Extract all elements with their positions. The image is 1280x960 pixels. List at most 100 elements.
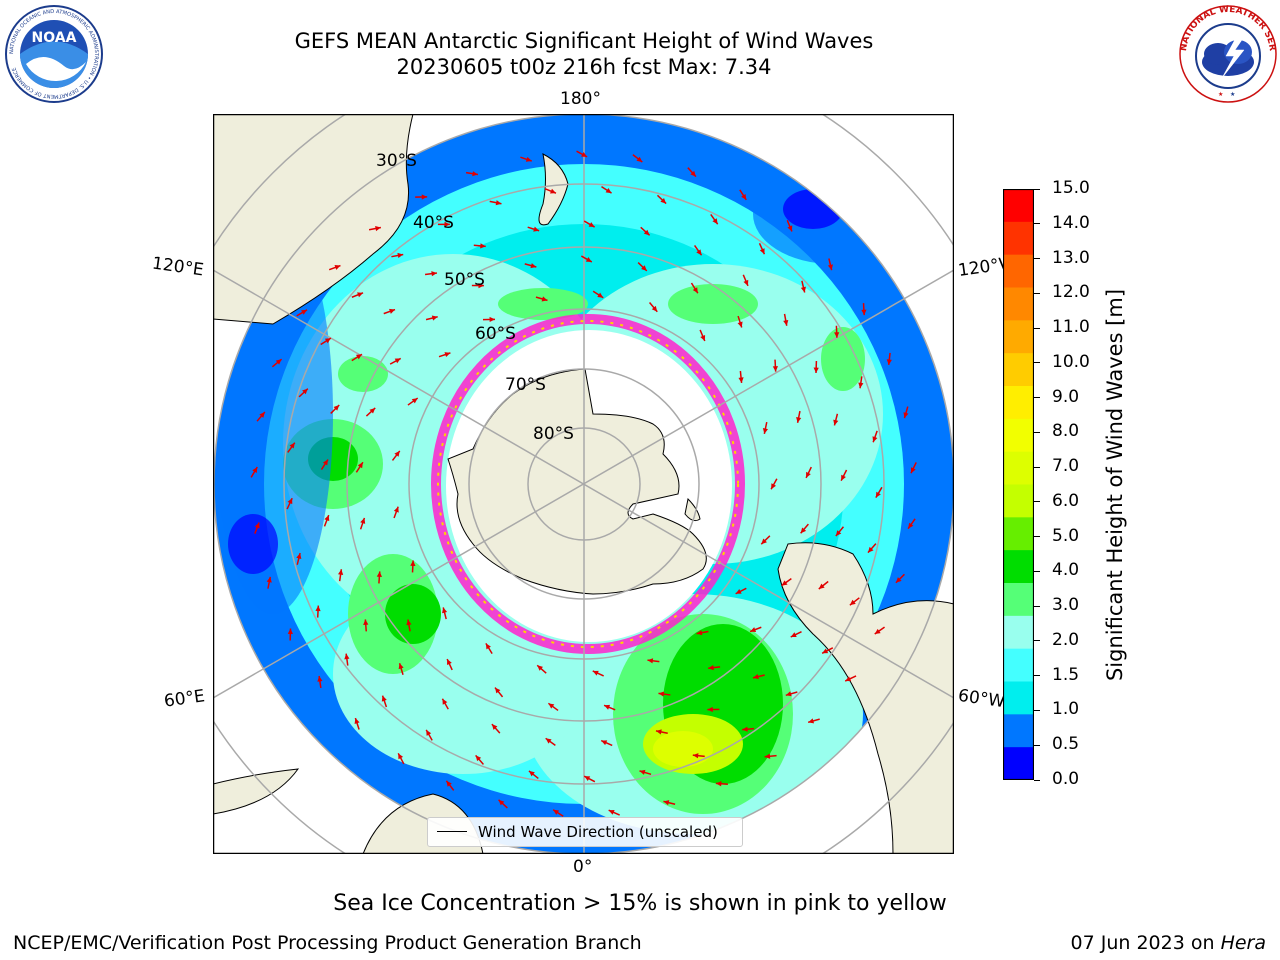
colorbar-swatch: [1003, 386, 1034, 420]
colorbar-tick-mark: [1034, 431, 1040, 433]
footer-org: NCEP/EMC/Verification Post Processing Pr…: [13, 932, 642, 954]
wave-direction-arrowhead: [296, 553, 302, 559]
wave-direction-arrowhead: [738, 377, 744, 383]
wave-direction-arrowhead: [700, 334, 706, 341]
colorbar-tick-label: 0.0: [1052, 769, 1080, 789]
wave-direction-arrowhead: [834, 332, 840, 338]
lat-label-80s: 80°S: [533, 424, 574, 444]
colorbar: [1003, 189, 1034, 780]
wave-direction-arrowhead: [287, 628, 293, 634]
wave-direction-arrowhead: [651, 305, 658, 312]
wave-direction-arrowhead: [762, 428, 768, 434]
colorbar-tick-label: 1.0: [1052, 699, 1080, 720]
wave-direction-arrowhead: [254, 522, 260, 529]
wave-direction-arrowhead: [604, 704, 611, 710]
wave-direction-arrowhead: [588, 222, 595, 228]
wave-direction-arrowhead: [498, 799, 505, 806]
wave-direction-arrowhead: [781, 580, 788, 586]
colorbar-tick-mark: [1034, 362, 1040, 364]
wave-direction-arrowhead: [822, 648, 829, 654]
chart-title-line1: GEFS MEAN Antarctic Significant Height o…: [294, 29, 874, 53]
wave-direction-arrowhead: [494, 687, 501, 694]
wave-direction-arrowhead: [302, 388, 308, 395]
wave-direction-arrowhead: [360, 517, 366, 524]
colorbar-tick-mark: [1034, 675, 1040, 677]
wave-direction-arrowhead: [835, 530, 842, 537]
wave-direction-arrowhead: [553, 809, 560, 815]
wave-direction-arrowhead: [394, 358, 401, 364]
wave-direction-arrowhead: [827, 264, 833, 271]
wave-direction-arrowhead: [750, 627, 757, 633]
colorbar-tick-label: 8.0: [1052, 421, 1080, 442]
wave-direction-arrowhead: [585, 257, 592, 262]
wave-direction-arrowhead: [636, 156, 643, 163]
colorbar-tick-label: 3.0: [1052, 595, 1080, 616]
colorbar-tick-label: 7.0: [1052, 456, 1080, 477]
wave-direction-arrowhead: [708, 665, 714, 671]
wave-direction-arrowhead: [525, 156, 532, 162]
colorbar-tick-mark: [1034, 188, 1040, 190]
lon-label-60e: 60°E: [162, 686, 207, 712]
wave-direction-arrowhead: [785, 691, 792, 697]
wave-direction-arrowhead: [533, 226, 540, 232]
wave-direction-arrowhead: [715, 781, 722, 787]
wave-direction-arrowhead: [444, 352, 451, 358]
colorbar-tick-mark: [1034, 570, 1040, 572]
colorbar-tick-label: 1.5: [1052, 664, 1080, 685]
wave-direction-arrowhead: [608, 809, 615, 815]
colorbar-swatch: [1003, 681, 1034, 715]
wave-direction-arrowhead: [472, 171, 478, 177]
wave-direction-arrowhead: [605, 187, 612, 194]
wave-direction-arrowhead: [528, 770, 535, 777]
wave-direction-arrowhead: [592, 670, 599, 676]
colorbar-tick-label: 15.0: [1052, 178, 1090, 198]
map-legend: Wind Wave Direction (unscaled): [427, 817, 743, 847]
wave-direction-arrowhead: [389, 308, 396, 314]
wave-direction-arrowhead: [808, 718, 815, 724]
wave-direction-arrowhead: [752, 674, 759, 680]
wave-direction-arrowhead: [369, 407, 376, 414]
colorbar-tick-mark: [1034, 327, 1040, 329]
wave-direction-arrowhead: [406, 619, 412, 626]
wave-direction-arrowhead: [394, 450, 400, 457]
wave-direction-arrowhead: [849, 599, 856, 606]
colorbar-swatch: [1003, 287, 1034, 321]
wave-direction-arrowhead: [581, 151, 588, 157]
colorbar-swatch: [1003, 320, 1034, 354]
wave-direction-arrowhead: [806, 471, 811, 478]
wave-direction-arrowhead: [735, 588, 742, 594]
lon-label-180: 180°: [560, 89, 601, 109]
wave-direction-arrowhead: [861, 309, 867, 316]
wave-direction-arrowhead: [759, 248, 765, 255]
wave-direction-arrowhead: [287, 498, 293, 505]
wave-direction-arrowhead: [410, 560, 416, 566]
lat-label-40s: 40°S: [413, 213, 454, 233]
colorbar-swatch: [1003, 517, 1034, 551]
polar-map: [213, 114, 954, 854]
wave-direction-arrowhead: [317, 676, 323, 682]
wave-direction-arrows: [250, 150, 917, 817]
wave-direction-arrowhead: [771, 483, 777, 490]
colorbar-tick-mark: [1034, 501, 1040, 503]
colorbar-swatch: [1003, 189, 1034, 223]
sea-ice-edge: [431, 314, 745, 654]
wave-direction-arrowhead: [431, 271, 437, 277]
wave-direction-arrowhead: [696, 249, 702, 256]
colorbar-tick-mark: [1034, 744, 1040, 746]
wave-direction-arrowhead: [903, 412, 909, 419]
colorbar-label: Significant Height of Wind Waves [m]: [1103, 288, 1127, 682]
wave-direction-arrowhead: [875, 491, 881, 498]
svg-text:★: ★: [1218, 91, 1223, 98]
colorbar-tick-mark: [1034, 466, 1040, 468]
wave-direction-arrowhead: [259, 412, 265, 418]
wave-direction-arrowhead: [658, 691, 665, 697]
wave-direction-arrowhead: [442, 698, 448, 705]
colorbar-swatch: [1003, 615, 1034, 650]
colorbar-tick-mark: [1034, 779, 1040, 781]
wave-direction-arrowhead: [322, 459, 328, 466]
colorbar-swatch: [1003, 484, 1034, 518]
wave-direction-arrowhead: [796, 417, 802, 423]
colorbar-swatch: [1003, 747, 1034, 780]
wave-direction-arrowhead: [639, 769, 646, 775]
wave-direction-arrowhead: [324, 515, 330, 522]
